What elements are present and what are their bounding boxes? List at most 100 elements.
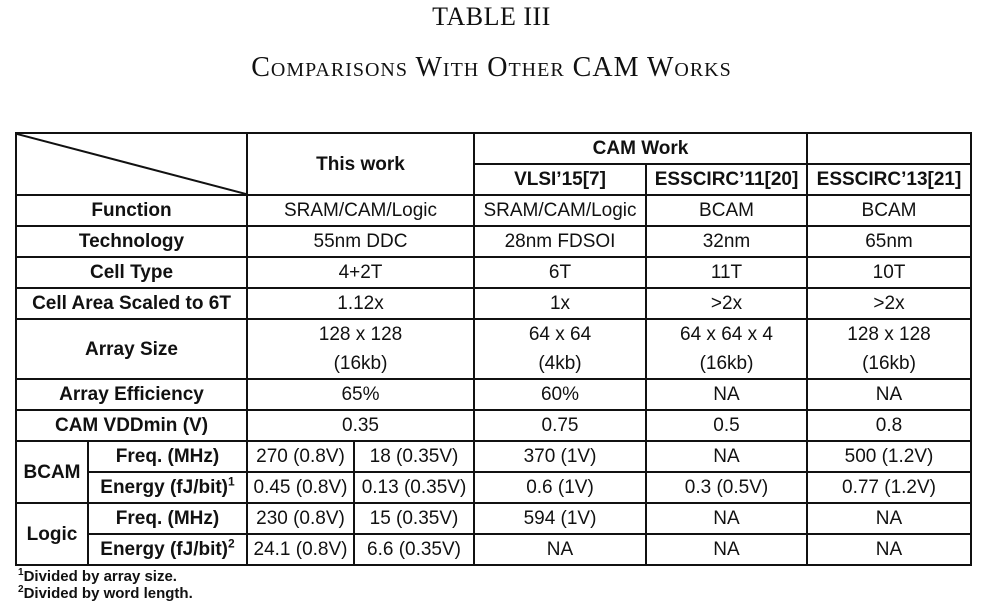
table-cell: NA — [806, 502, 972, 535]
diagonal-line — [17, 134, 246, 194]
table-cell: 28nm FDSOI — [473, 225, 647, 258]
table-cell: 0.13 (0.35V) — [353, 471, 475, 504]
row-label: Cell Type — [15, 256, 248, 289]
footnote-mark: 2 — [18, 584, 24, 595]
footnote-text: Divided by word length. — [23, 585, 193, 602]
this-work-header: This work — [246, 132, 475, 196]
footnote-mark: 2 — [228, 536, 235, 551]
table-cell: 0.35 — [246, 409, 475, 442]
comparison-table: This work CAM Work VLSI’15[7] ESSCIRC’11… — [15, 132, 972, 566]
row-cell-area: Cell Area Scaled to 6T 1.12x 1x >2x >2x — [15, 287, 972, 320]
cell-line: 128 x 128 — [847, 324, 931, 345]
table-cell: BCAM — [806, 194, 972, 227]
cell-line: (16kb) — [333, 353, 388, 374]
row-label-text: Energy (fJ/bit) — [100, 477, 229, 498]
row-label: Technology — [15, 225, 248, 258]
row-logic-energy: Energy (fJ/bit)2 24.1 (0.8V) 6.6 (0.35V)… — [16, 533, 972, 566]
table-cell: NA — [645, 378, 808, 411]
row-cell-type: Cell Type 4+2T 6T 11T 10T — [15, 256, 972, 289]
table-cell: SRAM/CAM/Logic — [473, 194, 647, 227]
table-cell: 65% — [246, 378, 475, 411]
row-array-efficiency: Array Efficiency 65% 60% NA NA — [15, 378, 972, 411]
table-cell: 370 (1V) — [473, 440, 647, 473]
footnote-2: 2Divided by word length. — [18, 584, 193, 603]
table-cell: 0.3 (0.5V) — [645, 471, 808, 504]
table-cell: 0.5 — [645, 409, 808, 442]
table-cell: SRAM/CAM/Logic — [246, 194, 475, 227]
table-cell: >2x — [645, 287, 808, 320]
row-label: Energy (fJ/bit)1 — [87, 471, 248, 504]
row-label: Cell Area Scaled to 6T — [15, 287, 248, 320]
table-cell: 270 (0.8V) — [246, 440, 355, 473]
table-cell: NA — [645, 502, 808, 535]
cam-work-header: CAM Work — [473, 132, 808, 165]
table-cell: 65nm — [806, 225, 972, 258]
table-cell: 24.1 (0.8V) — [246, 533, 355, 566]
table-cell: 64 x 64 x 4 (16kb) — [645, 318, 808, 380]
row-label-text: Energy (fJ/bit) — [100, 539, 229, 560]
table-cell: 60% — [473, 378, 647, 411]
table-cell: NA — [806, 533, 972, 566]
row-cam-vddmin: CAM VDDmin (V) 0.35 0.75 0.5 0.8 — [15, 409, 972, 442]
row-label: Energy (fJ/bit)2 — [87, 533, 248, 566]
table-cell: 32nm — [645, 225, 808, 258]
ref-header: ESSCIRC’11[20] — [645, 163, 808, 196]
row-logic-freq: Logic Freq. (MHz) 230 (0.8V) 15 (0.35V) … — [15, 502, 972, 566]
cell-line: 64 x 64 x 4 — [680, 324, 773, 345]
table-cell: NA — [645, 440, 808, 473]
group-label-logic: Logic — [15, 502, 89, 566]
table-cell: 0.6 (1V) — [473, 471, 647, 504]
ref-header: ESSCIRC’13[21] — [806, 163, 972, 196]
table-cell: >2x — [806, 287, 972, 320]
table-caption: Comparisons With Other CAM Works — [251, 52, 732, 83]
row-array-size: Array Size 128 x 128 (16kb) 64 x 64 (4kb) … — [15, 318, 972, 380]
row-bcam-freq: BCAM Freq. (MHz) 270 (0.8V) 18 (0.35V) 3… — [15, 440, 972, 504]
table-cell: 11T — [645, 256, 808, 289]
header-row-2: VLSI’15[7] ESSCIRC’11[20] ESSCIRC’13[21] — [16, 163, 972, 196]
table-cell: 1.12x — [246, 287, 475, 320]
row-label: Freq. (MHz) — [87, 502, 248, 535]
cell-line: 64 x 64 — [528, 324, 592, 345]
table-cell: 10T — [806, 256, 972, 289]
table-cell: 0.77 (1.2V) — [806, 471, 972, 504]
footnote-1: 1Divided by array size. — [18, 567, 177, 586]
footnote-mark: 1 — [228, 474, 235, 489]
table-cell: NA — [473, 533, 647, 566]
table-cell: 0.8 — [806, 409, 972, 442]
table-cell: NA — [806, 378, 972, 411]
cell-line: (16kb) — [699, 353, 754, 374]
table-cell: 1x — [473, 287, 647, 320]
table-cell: NA — [645, 533, 808, 566]
table-cell: 0.75 — [473, 409, 647, 442]
table-cell: 6.6 (0.35V) — [353, 533, 475, 566]
cell-line: 128 x 128 — [318, 324, 403, 345]
empty-header-cell — [806, 132, 972, 165]
table-cell: 128 x 128 (16kb) — [806, 318, 972, 380]
table-cell: 18 (0.35V) — [353, 440, 475, 473]
table-cell: 15 (0.35V) — [353, 502, 475, 535]
row-label: Freq. (MHz) — [87, 440, 248, 473]
row-label: CAM VDDmin (V) — [15, 409, 248, 442]
table-cell: 128 x 128 (16kb) — [246, 318, 475, 380]
table-cell: 55nm DDC — [246, 225, 475, 258]
table-cell: BCAM — [645, 194, 808, 227]
table-cell: 230 (0.8V) — [246, 502, 355, 535]
row-label: Function — [15, 194, 248, 227]
table-cell: 4+2T — [246, 256, 475, 289]
table-cell: 0.45 (0.8V) — [246, 471, 355, 504]
header-row-1: This work CAM Work — [15, 132, 972, 196]
table-number: TABLE III — [432, 2, 551, 31]
cell-line: (4kb) — [538, 353, 582, 374]
cell-line: (16kb) — [862, 353, 916, 374]
footnote-mark: 1 — [18, 567, 24, 578]
footnote-text: Divided by array size. — [23, 568, 177, 585]
table-cell: 6T — [473, 256, 647, 289]
diagonal-header-cell — [15, 132, 248, 196]
table-cell: 500 (1.2V) — [806, 440, 972, 473]
table-cell: 594 (1V) — [473, 502, 647, 535]
row-technology: Technology 55nm DDC 28nm FDSOI 32nm 65nm — [15, 225, 972, 258]
group-label-bcam: BCAM — [15, 440, 89, 504]
ref-header: VLSI’15[7] — [473, 163, 647, 196]
table-cell: 64 x 64 (4kb) — [473, 318, 647, 380]
row-bcam-energy: Energy (fJ/bit)1 0.45 (0.8V) 0.13 (0.35V… — [16, 471, 972, 504]
